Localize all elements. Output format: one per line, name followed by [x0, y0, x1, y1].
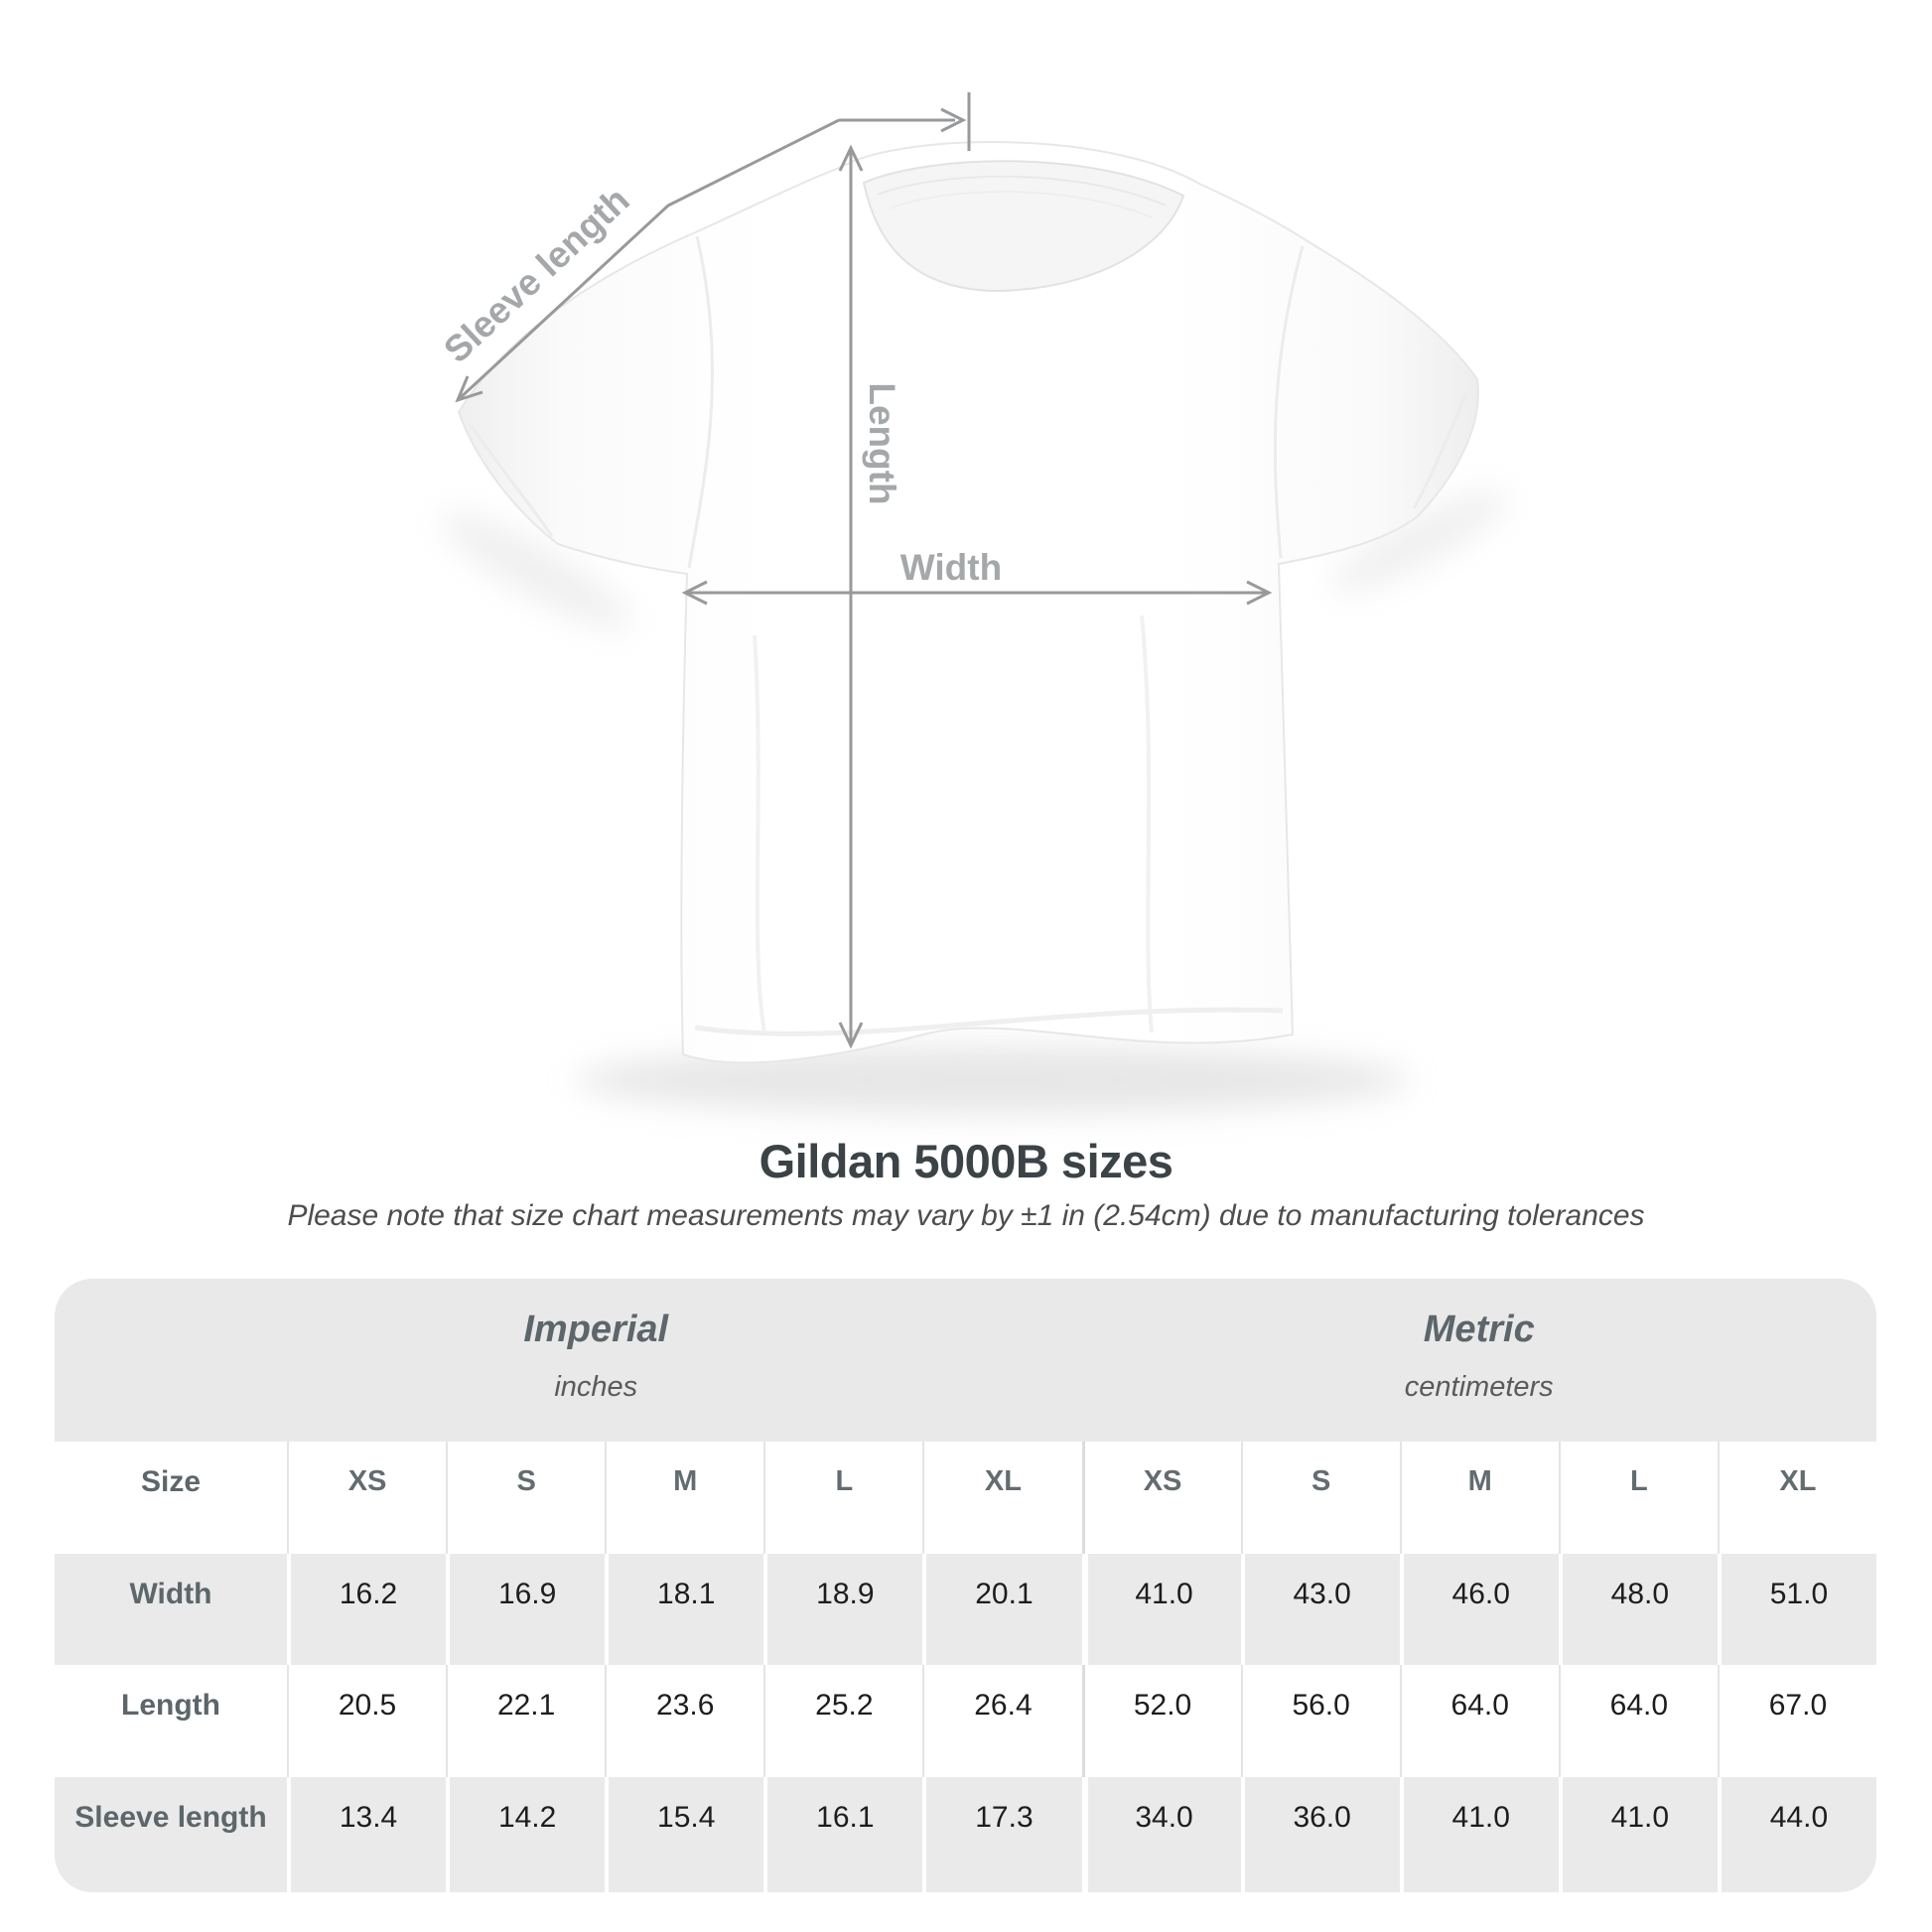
size-header-imperial-l: L — [763, 1442, 922, 1554]
row-label-width: Width — [129, 1578, 212, 1610]
width-imperial-l: 18.9 — [763, 1554, 922, 1665]
collar-stitch-inner — [889, 191, 1153, 218]
page-title: Gildan 5000B sizes — [759, 1135, 1173, 1187]
sleeve-metric-s: 36.0 — [1240, 1777, 1400, 1892]
size-table: Imperial inches Metric centimeters Size … — [55, 1279, 1876, 1892]
tshirt-collar — [862, 160, 1185, 293]
width-imperial-xs: 16.2 — [287, 1554, 446, 1665]
length-imperial-m: 23.6 — [605, 1665, 763, 1777]
sleeve-metric-m: 41.0 — [1399, 1777, 1559, 1892]
length-metric-xs: 52.0 — [1081, 1665, 1241, 1777]
tshirt-measurement-diagram: Sleeve length Length Width — [436, 92, 1508, 1114]
size-header-metric-xs: XS — [1081, 1442, 1241, 1554]
sleeve-imperial-s: 14.2 — [446, 1777, 605, 1892]
metric-name: Metric — [1423, 1309, 1535, 1350]
imperial-header: Imperial inches — [82, 1279, 1110, 1442]
metric-header: Metric centimeters — [1082, 1279, 1877, 1442]
width-imperial-xl: 20.1 — [922, 1554, 1081, 1665]
tshirt-seams — [469, 235, 1467, 1036]
size-col-header: Size — [140, 1465, 202, 1498]
size-header-metric-m: M — [1399, 1442, 1559, 1554]
size-header-imperial-xl: XL — [922, 1442, 1081, 1554]
width-metric-l: 48.0 — [1558, 1554, 1718, 1665]
size-header-row: Size XS S M L XL XS S M L XL — [55, 1442, 1876, 1554]
shirt-shadow — [440, 490, 1508, 1114]
sleeve-imperial-xs: 13.4 — [287, 1777, 446, 1892]
table-row-length: Length 20.5 22.1 23.6 25.2 26.4 52.0 56.… — [55, 1665, 1876, 1777]
size-header-imperial-m: M — [605, 1442, 763, 1554]
length-metric-s: 56.0 — [1240, 1665, 1400, 1777]
collar-stitch-outer — [877, 175, 1167, 207]
page-subtitle: Please note that size chart measurements… — [287, 1199, 1645, 1232]
length-label: Length — [862, 382, 902, 504]
length-dimension: Length — [838, 144, 902, 1049]
width-label: Width — [900, 547, 1002, 588]
length-imperial-s: 22.1 — [446, 1665, 605, 1777]
sleeve-metric-l: 41.0 — [1558, 1777, 1718, 1892]
sleeve-imperial-m: 15.4 — [605, 1777, 763, 1892]
length-imperial-xl: 26.4 — [922, 1665, 1081, 1777]
length-metric-l: 64.0 — [1558, 1665, 1718, 1777]
metric-unit: centimeters — [1404, 1371, 1554, 1403]
imperial-unit: inches — [554, 1371, 638, 1403]
width-imperial-s: 16.9 — [446, 1554, 605, 1665]
width-metric-m: 46.0 — [1399, 1554, 1559, 1665]
unit-header-band: Imperial inches Metric centimeters — [55, 1279, 1876, 1442]
sleeve-imperial-xl: 17.3 — [922, 1777, 1081, 1892]
size-header-metric-l: L — [1558, 1442, 1718, 1554]
sleeve-metric-xs: 34.0 — [1081, 1777, 1241, 1892]
row-label-sleeve-length: Sleeve length — [74, 1801, 267, 1834]
row-label-length: Length — [121, 1689, 220, 1722]
width-dimension: Width — [681, 547, 1273, 606]
size-header-imperial-xs: XS — [287, 1442, 446, 1554]
length-imperial-xs: 20.5 — [287, 1665, 446, 1777]
width-metric-xs: 41.0 — [1081, 1554, 1241, 1665]
size-header-metric-s: S — [1240, 1442, 1400, 1554]
sleeve-metric-xl: 44.0 — [1717, 1777, 1876, 1892]
width-metric-xl: 51.0 — [1717, 1554, 1876, 1665]
length-metric-m: 64.0 — [1399, 1665, 1559, 1777]
size-header-imperial-s: S — [446, 1442, 605, 1554]
width-imperial-m: 18.1 — [605, 1554, 763, 1665]
length-metric-xl: 67.0 — [1717, 1665, 1876, 1777]
table-row-width: Width 16.2 16.9 18.1 18.9 20.1 41.0 43.0… — [55, 1554, 1876, 1665]
width-metric-s: 43.0 — [1240, 1554, 1400, 1665]
sleeve-imperial-l: 16.1 — [763, 1777, 922, 1892]
imperial-name: Imperial — [523, 1309, 669, 1350]
length-imperial-l: 25.2 — [763, 1665, 922, 1777]
table-row-sleeve-length: Sleeve length 13.4 14.2 15.4 16.1 17.3 3… — [55, 1777, 1876, 1892]
size-header-metric-xl: XL — [1717, 1442, 1876, 1554]
